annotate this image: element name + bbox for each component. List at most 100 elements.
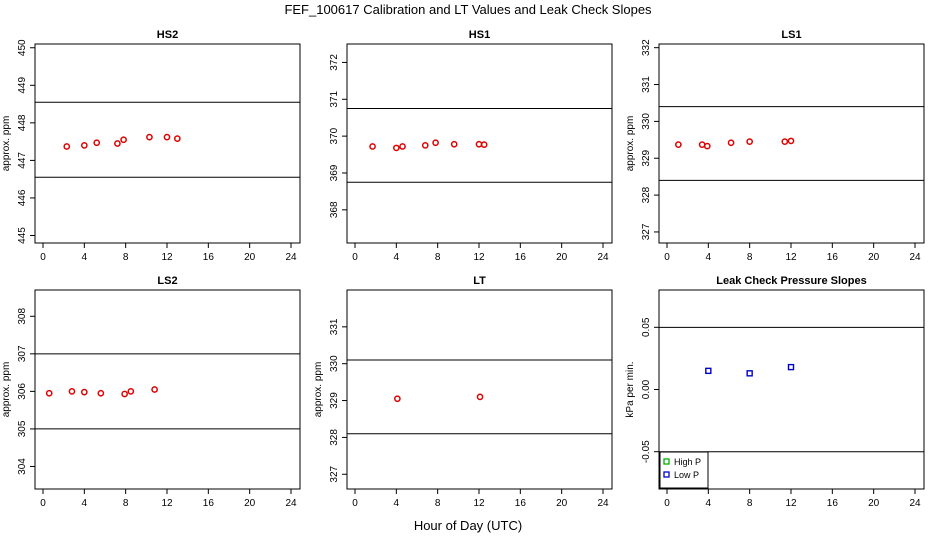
- x-tick-label: 16: [515, 252, 527, 263]
- x-tick-label: 20: [244, 498, 256, 509]
- y-tick-label: 330: [329, 355, 340, 372]
- x-tick-label: 24: [597, 252, 609, 263]
- x-tick-label: 20: [556, 252, 568, 263]
- x-tick-label: 8: [747, 498, 753, 509]
- data-point: [151, 386, 158, 393]
- panel-6: Leak Check Pressure Slopes 0 4 8 12 16 20 24 -0.…: [625, 275, 925, 509]
- panel-title: Leak Check Pressure Slopes: [716, 275, 866, 287]
- plot-frame: [346, 289, 613, 490]
- y-tick-label: 449: [17, 77, 28, 94]
- figure-title: FEF_100617 Calibration and LT Values and…: [284, 2, 652, 17]
- panel-title: LS1: [781, 29, 801, 41]
- y-tick-label: 331: [329, 318, 340, 335]
- y-tick-label: 332: [641, 39, 652, 56]
- x-tick-label: 4: [82, 252, 88, 263]
- y-axis-label: kPa per min.: [625, 361, 636, 417]
- x-tick-label: 12: [785, 252, 797, 263]
- y-tick-label: 0.00: [641, 379, 652, 399]
- y-tick-label: 447: [17, 152, 28, 169]
- x-tick-label: 8: [123, 498, 129, 509]
- y-axis-label: approx. ppm: [1, 362, 12, 418]
- y-tick-label: 329: [641, 149, 652, 166]
- data-point: [727, 139, 735, 147]
- panel-title: LT: [473, 275, 486, 287]
- x-tick-label: 4: [82, 498, 88, 509]
- data-point: [698, 141, 706, 148]
- x-tick-label: 0: [40, 252, 46, 263]
- legend-box: [659, 451, 709, 489]
- y-tick-label: 371: [329, 90, 340, 107]
- data-point: [80, 388, 88, 396]
- x-tick-label: 24: [909, 498, 921, 509]
- plot-frame: [34, 43, 301, 244]
- data-point: [369, 143, 376, 150]
- data-point: [475, 140, 483, 148]
- x-tick-label: 16: [203, 498, 215, 509]
- x-tick-label: 20: [244, 252, 256, 263]
- x-tick-label: 16: [827, 252, 839, 263]
- data-point: [703, 142, 711, 150]
- y-tick-label: 0.05: [641, 317, 652, 337]
- data-point: [68, 388, 76, 395]
- legend-label: High P: [674, 457, 701, 467]
- panel-4: LS2 0 4 8 12 16 20 24 304 305 306 307 308 approx. ppm: [1, 275, 301, 509]
- y-tick-label: 448: [17, 114, 28, 131]
- data-point: [97, 389, 105, 397]
- y-axis-label: approx. ppm: [313, 362, 324, 418]
- data-point: [80, 142, 88, 149]
- x-tick-label: 20: [868, 498, 880, 509]
- y-tick-label: 450: [17, 39, 28, 56]
- y-tick-label: 305: [17, 420, 28, 437]
- y-tick-label: 445: [17, 227, 28, 244]
- plot-frame: [346, 43, 613, 244]
- data-point: [114, 140, 121, 147]
- y-tick-label: 307: [17, 345, 28, 362]
- legend-label: Low P: [674, 470, 699, 480]
- x-tick-label: 4: [706, 498, 712, 509]
- legend-marker: [663, 471, 670, 478]
- y-axis-label: approx. ppm: [625, 116, 636, 172]
- plot-frame: [34, 289, 301, 490]
- y-tick-label: -0.05: [641, 440, 652, 463]
- data-point: [127, 388, 135, 395]
- x-tick-label: 4: [394, 498, 400, 509]
- data-point: [93, 139, 101, 147]
- x-tick-label: 12: [473, 252, 485, 263]
- x-tick-label: 20: [868, 252, 880, 263]
- data-point: [480, 141, 488, 148]
- legend: High P Low P: [659, 451, 709, 489]
- x-tick-label: 16: [515, 498, 527, 509]
- x-tick-label: 0: [352, 252, 358, 263]
- x-tick-label: 24: [285, 252, 297, 263]
- panel-title: HS2: [157, 29, 178, 41]
- x-tick-label: 24: [285, 498, 297, 509]
- data-point: [173, 135, 181, 142]
- panel-title: HS1: [469, 29, 490, 41]
- x-tick-label: 8: [123, 252, 129, 263]
- x-tick-label: 20: [556, 498, 568, 509]
- data-point: [746, 370, 753, 377]
- data-point: [392, 144, 400, 152]
- y-tick-label: 372: [329, 54, 340, 71]
- data-point: [787, 363, 795, 371]
- data-point: [675, 141, 682, 148]
- data-point: [476, 393, 484, 401]
- data-point: [399, 143, 406, 150]
- x-axis-label: Hour of Day (UTC): [413, 518, 523, 533]
- x-tick-label: 8: [435, 498, 441, 509]
- y-tick-label: 446: [17, 189, 28, 206]
- y-tick-label: 331: [641, 76, 652, 93]
- x-tick-label: 4: [706, 252, 712, 263]
- data-point: [421, 141, 429, 149]
- y-tick-label: 327: [329, 465, 340, 482]
- data-point: [787, 137, 795, 145]
- y-tick-label: 304: [17, 458, 28, 475]
- x-tick-label: 8: [747, 252, 753, 263]
- panel-5: LT 0 4 8 12 16 20 24 327 328 329 330 331 approx. ppm: [313, 275, 613, 509]
- x-tick-label: 12: [161, 252, 173, 263]
- data-point: [781, 138, 789, 146]
- x-tick-label: 4: [394, 252, 400, 263]
- legend-marker: [663, 458, 670, 465]
- data-point: [45, 389, 53, 397]
- x-tick-label: 12: [473, 498, 485, 509]
